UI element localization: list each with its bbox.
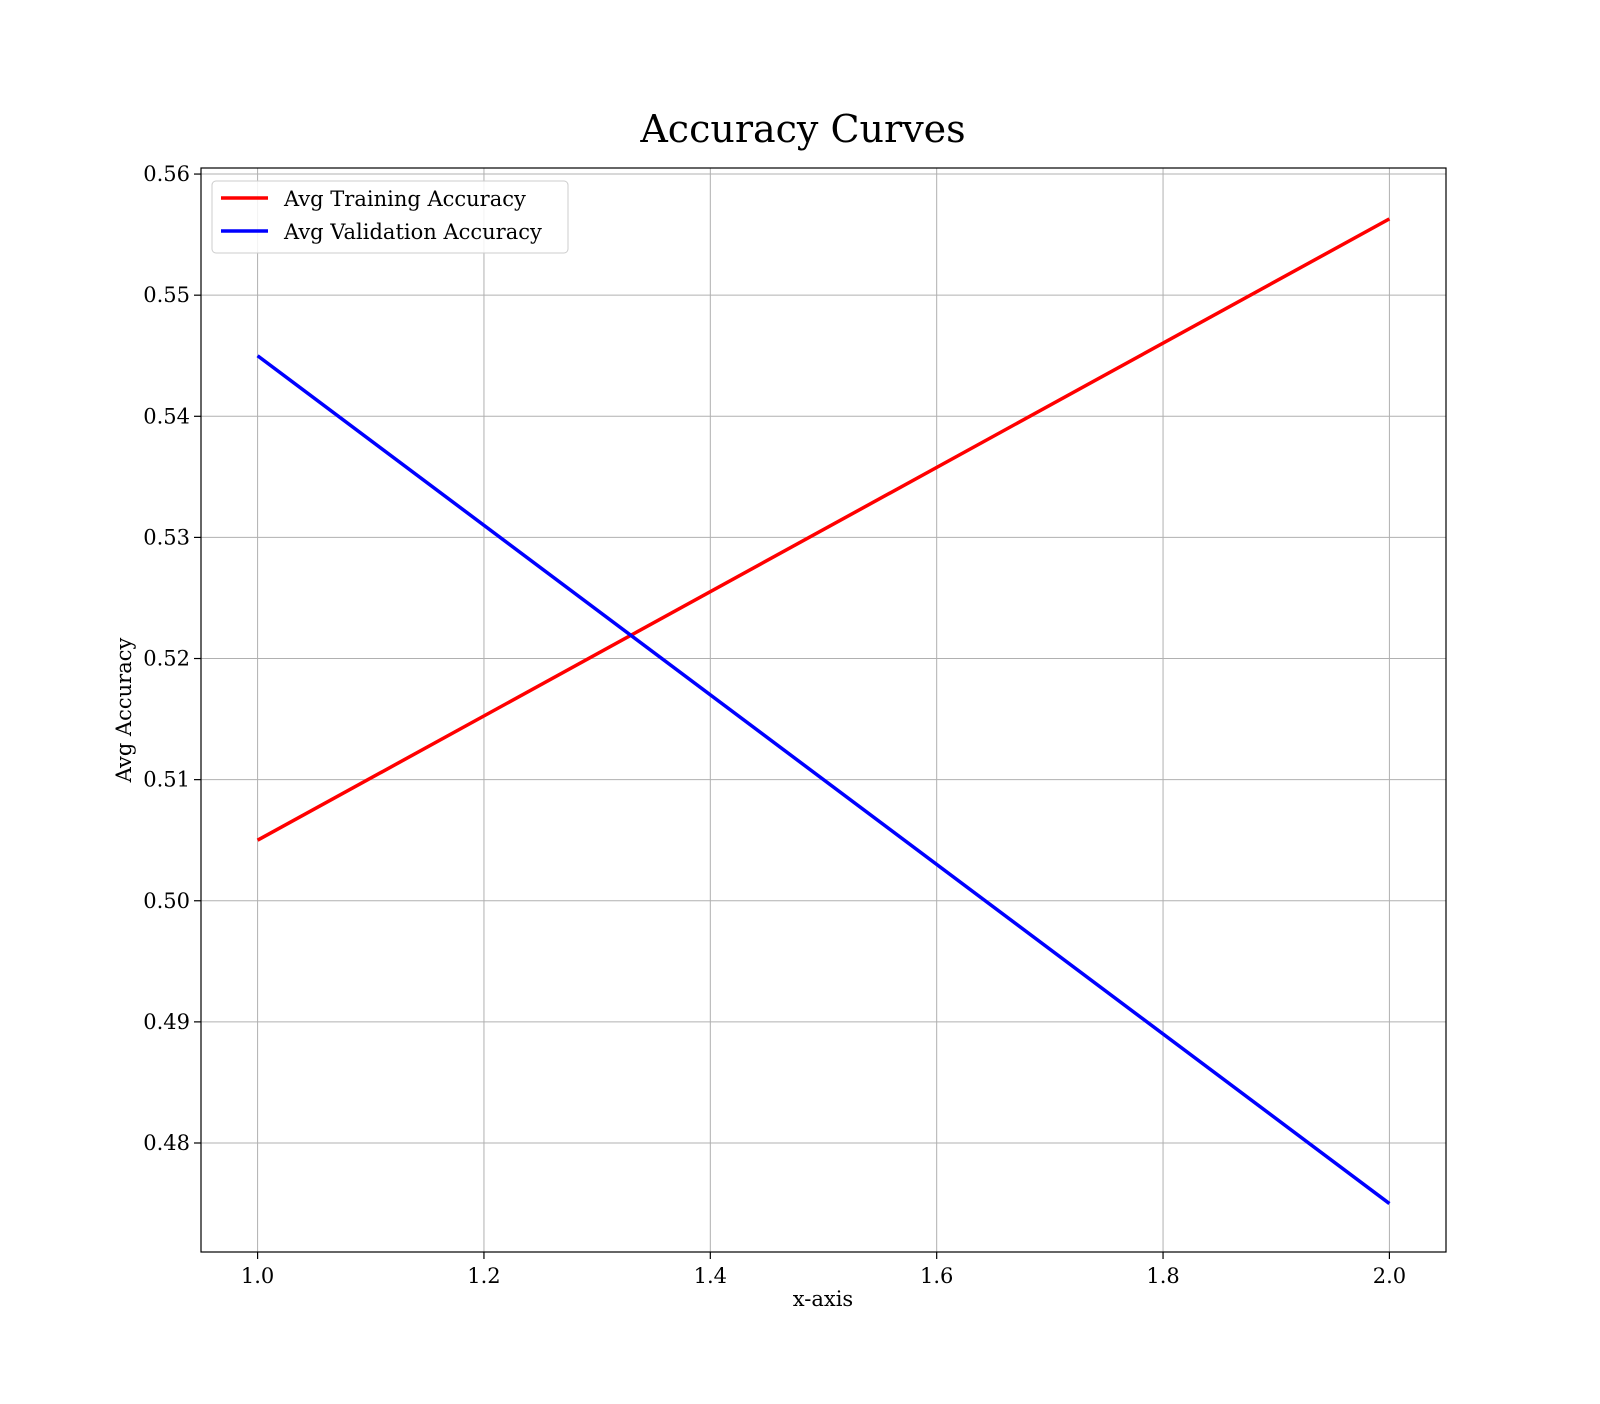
axis-ticks: 1.0 1.2 1.4 1.6 1.8 2.0 0.48 0.49 0.50 0.51 0.52 0.… — [143, 162, 1406, 1288]
y-tick-label: 0.55 — [143, 283, 190, 307]
legend-label-training: Avg Training Accuracy — [283, 187, 526, 211]
y-tick-label: 0.54 — [143, 404, 190, 428]
x-tick-label: 1.8 — [1146, 1264, 1179, 1288]
y-tick-label: 0.48 — [143, 1131, 190, 1155]
y-tick-label: 0.52 — [143, 647, 190, 671]
legend-label-validation: Avg Validation Accuracy — [283, 220, 542, 244]
x-tick-label: 1.2 — [467, 1264, 500, 1288]
validation-accuracy-line — [256, 354, 1391, 1205]
x-tick-label: 1.4 — [694, 1264, 727, 1288]
y-tick-label: 0.56 — [143, 162, 190, 186]
x-tick-label: 1.6 — [920, 1264, 953, 1288]
x-tick-label: 1.0 — [241, 1264, 274, 1288]
training-accuracy-line — [256, 217, 1391, 842]
y-tick-label: 0.50 — [143, 889, 190, 913]
y-tick-label: 0.53 — [143, 525, 190, 549]
y-axis-label: Avg Accuracy — [112, 638, 136, 784]
chart-title: Accuracy Curves — [639, 107, 965, 151]
series-lines — [256, 217, 1391, 1205]
legend-box — [211, 180, 569, 254]
y-tick-label: 0.51 — [143, 768, 190, 792]
x-tick-label: 2.0 — [1373, 1264, 1406, 1288]
x-axis-label: x-axis — [793, 1287, 853, 1311]
y-tick-label: 0.49 — [143, 1010, 190, 1034]
legend: Avg Training Accuracy Avg Validation Acc… — [211, 180, 569, 254]
plot-frame — [200, 167, 1447, 1253]
